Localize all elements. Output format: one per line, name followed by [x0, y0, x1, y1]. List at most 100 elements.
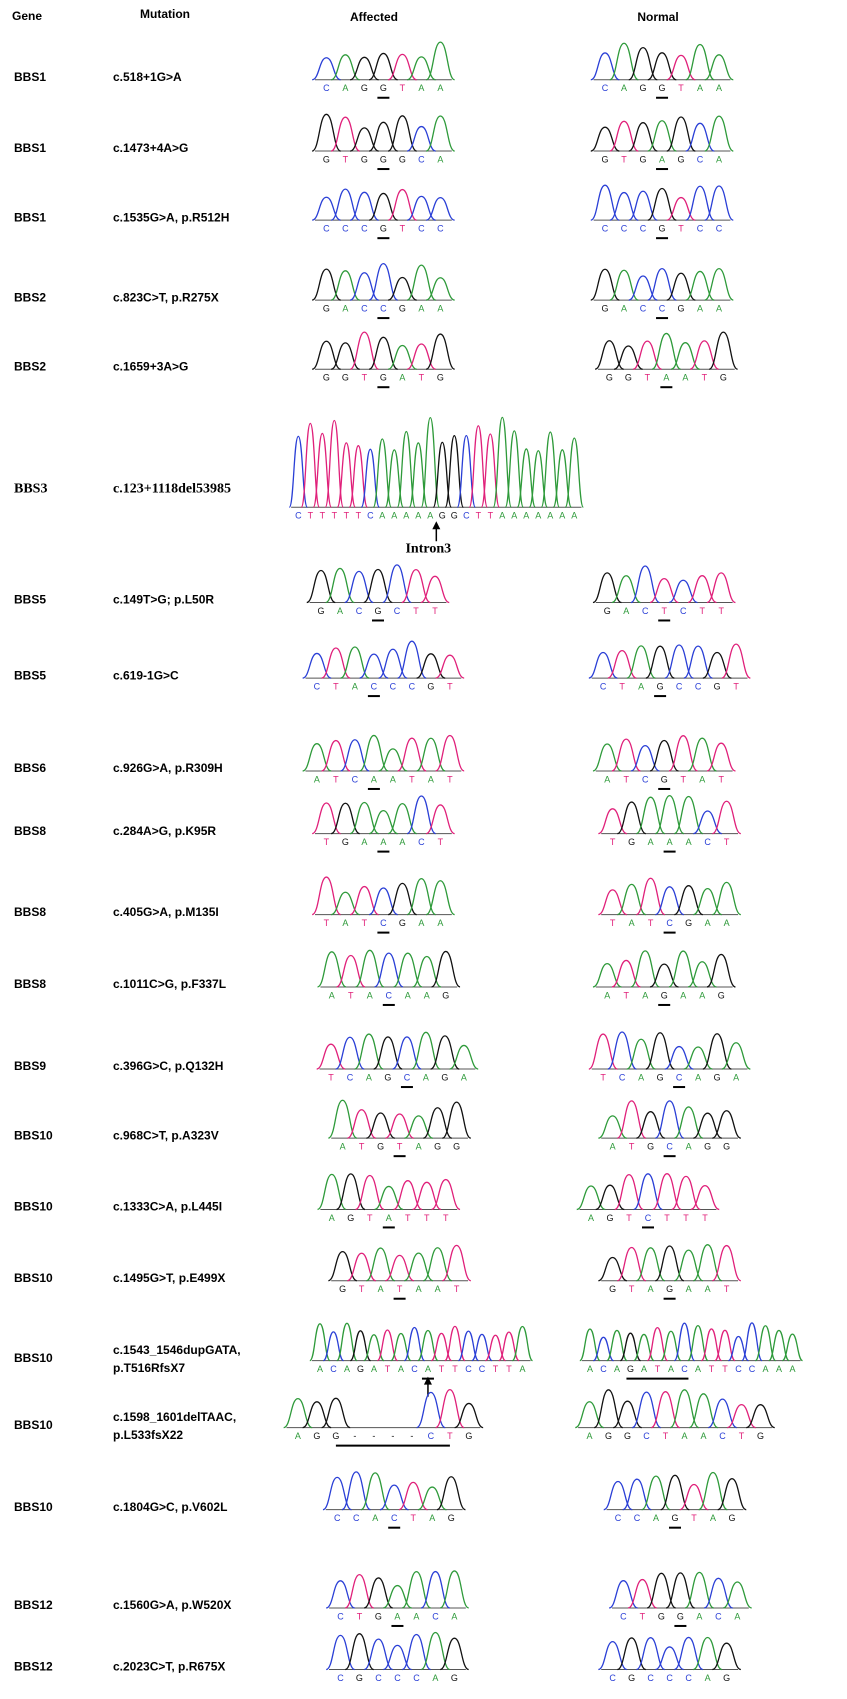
base-letter: G	[323, 154, 330, 164]
peak	[331, 271, 360, 300]
base-letter: C	[697, 224, 704, 234]
peak	[337, 1174, 366, 1210]
peak	[691, 1186, 720, 1210]
peak	[707, 954, 736, 987]
peak	[364, 1335, 384, 1361]
peak	[437, 1477, 466, 1510]
base-letter: G	[342, 373, 349, 383]
peak	[364, 569, 393, 602]
base-letter: G	[323, 303, 330, 313]
chromatogram: CAGGTAACAGGTAA	[591, 43, 734, 93]
base-letter: T	[324, 837, 330, 847]
mutation: c.284A>G, p.K95R	[113, 824, 216, 838]
peak	[610, 43, 639, 80]
base-letter: C	[685, 1673, 692, 1683]
peak	[289, 436, 307, 507]
base-letter: T	[385, 1364, 391, 1374]
base-letter: A	[716, 154, 722, 164]
peak	[627, 1039, 656, 1069]
peak	[712, 801, 741, 833]
base-letter: G	[357, 1364, 364, 1374]
peak	[712, 1643, 741, 1669]
base-letter: T	[438, 837, 444, 847]
figure: Gene Mutation Affected Normal BBS1c.518+…	[0, 0, 847, 1694]
base-letter: T	[343, 154, 349, 164]
base-letter: G	[640, 154, 647, 164]
peak	[326, 1581, 355, 1608]
base-letter: A	[638, 1072, 644, 1082]
base-letter: A	[668, 1364, 674, 1374]
peak	[636, 1248, 665, 1281]
base-letter: G	[647, 1142, 654, 1152]
peak	[727, 1405, 756, 1428]
peak	[418, 1487, 447, 1510]
peak	[317, 1044, 346, 1069]
base-letter: G	[625, 373, 632, 383]
peak	[318, 1174, 347, 1209]
peak	[284, 1399, 313, 1428]
gene: BBS5	[14, 668, 46, 682]
peak	[399, 1482, 428, 1509]
chromatogram: CCCGTCCCCCGTCC	[591, 185, 734, 233]
peak	[345, 1634, 374, 1670]
base-letter: A	[432, 1673, 438, 1683]
peak	[369, 888, 398, 915]
peak	[705, 55, 734, 80]
peak	[722, 644, 751, 678]
peak	[685, 1572, 714, 1608]
chromatogram: CCACTAGCCACTAG	[323, 1472, 466, 1523]
base-letter: T	[424, 1213, 430, 1223]
peak	[591, 53, 620, 80]
peak	[690, 341, 719, 369]
base-letter: T	[621, 154, 627, 164]
base-letter: A	[367, 990, 373, 1000]
peak	[633, 341, 662, 369]
base-letter: G	[441, 1072, 448, 1082]
base-letter: A	[317, 1364, 323, 1374]
base-letter: C	[418, 837, 425, 847]
peak	[674, 1637, 703, 1669]
base-letter: G	[451, 1673, 458, 1683]
base-letter: C	[394, 606, 401, 616]
base-letter: T	[359, 1284, 365, 1294]
base-letter: G	[442, 990, 449, 1000]
base-letter: G	[313, 1431, 320, 1441]
base-letter: T	[629, 1284, 635, 1294]
peak	[703, 653, 732, 679]
gene: BBS1	[14, 70, 46, 84]
peak	[661, 1331, 681, 1360]
base-letter: T	[691, 1513, 697, 1523]
peak	[617, 802, 646, 834]
base-letter: G	[339, 1284, 346, 1294]
chromatogram: GGTGATGGGTGATG	[312, 332, 455, 382]
base-letter: C	[620, 1611, 627, 1621]
mutation: c.149T>G; p.L50R	[113, 593, 214, 607]
base-letter: A	[686, 1284, 692, 1294]
gene: BBS10	[14, 1418, 53, 1432]
base-letter: G	[685, 918, 692, 928]
base-letter: C	[615, 1513, 622, 1523]
peak	[674, 1250, 703, 1281]
peak	[674, 886, 703, 915]
mutation: c.1495G>T, p.E499X	[113, 1271, 225, 1285]
peak	[686, 123, 715, 151]
peak	[688, 576, 717, 603]
base-letter: T	[626, 1213, 632, 1223]
base-letter: C	[418, 154, 425, 164]
base-letter: G	[678, 303, 685, 313]
base-letter: C	[643, 1431, 650, 1441]
peak	[417, 1392, 446, 1427]
base-letter: C	[418, 224, 425, 234]
mutation: c.518+1G>A	[113, 70, 182, 84]
peak	[442, 1102, 471, 1138]
base-letter: C	[413, 1673, 420, 1683]
base-letter: C	[352, 774, 359, 784]
peak	[670, 1390, 699, 1428]
peak	[383, 1645, 412, 1669]
peak	[307, 570, 336, 602]
base-letter: T	[610, 918, 616, 928]
base-letter: A	[429, 1513, 435, 1523]
base-letter: A	[379, 511, 385, 521]
